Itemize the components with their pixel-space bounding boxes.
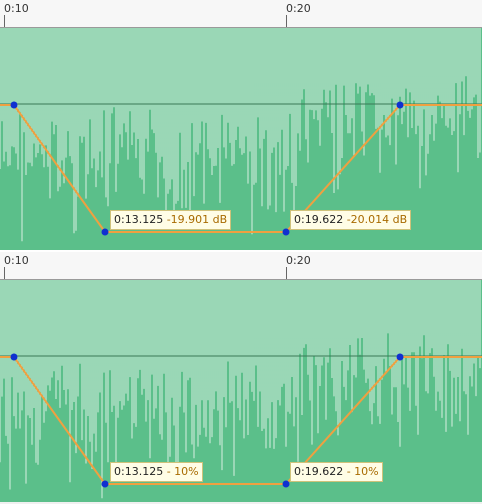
panel-divider [0,250,482,252]
ruler-tick [286,267,287,279]
point-value: -19.901 dB [166,213,228,226]
envelope-point-tooltip: 0:19.622 -20.014 dB [290,210,412,230]
point-time: 0:13.125 [114,465,164,478]
point-time: 0:13.125 [114,213,164,226]
ruler-tick [286,15,287,27]
waveform [0,280,481,499]
ruler-tick-label: 0:20 [286,254,311,267]
point-value: -20.014 dB [346,213,408,226]
envelope-point-tooltip: 0:13.125 -19.901 dB [110,210,232,230]
timeline-ruler[interactable]: 0:10 0:20 [0,252,482,280]
point-time: 0:19.622 [294,213,344,226]
audio-track[interactable]: 0:13.125 -19.901 dB 0:19.622 -20.014 dB [0,28,482,250]
audio-track[interactable]: 0:13.125 - 10% 0:19.622 - 10% [0,280,482,502]
waveform-peaks [0,280,481,499]
envelope-control-point[interactable] [282,228,290,236]
envelope-control-point[interactable] [396,101,404,109]
ruler-tick-label: 0:10 [4,254,29,267]
waveform [0,28,481,242]
envelope-control-point[interactable] [10,353,18,361]
envelope-control-point[interactable] [282,480,290,488]
point-time: 0:19.622 [294,465,344,478]
envelope-control-point[interactable] [101,228,109,236]
volume-envelope-panel-db: 0:10 0:20 0:13.125 -19.901 dB 0:19.622 -… [0,0,482,252]
ruler-tick-label: 0:10 [4,2,29,15]
envelope-point-tooltip: 0:13.125 - 10% [110,462,203,482]
ruler-tick [4,267,5,279]
envelope-control-point[interactable] [396,353,404,361]
ruler-tick-label: 0:20 [286,2,311,15]
ruler-tick [4,15,5,27]
timeline-ruler[interactable]: 0:10 0:20 [0,0,482,28]
envelope-overlay [0,353,482,488]
waveform-peaks [0,28,481,242]
point-value: - 10% [346,465,379,478]
envelope-control-point[interactable] [101,480,109,488]
point-value: - 10% [166,465,199,478]
envelope-overlay [0,101,482,236]
envelope-point-tooltip: 0:19.622 - 10% [290,462,383,482]
volume-envelope-line[interactable] [0,356,482,485]
volume-envelope-panel-percent: 0:10 0:20 0:13.125 - 10% 0:19.622 - 10% [0,252,482,504]
envelope-control-point[interactable] [10,101,18,109]
